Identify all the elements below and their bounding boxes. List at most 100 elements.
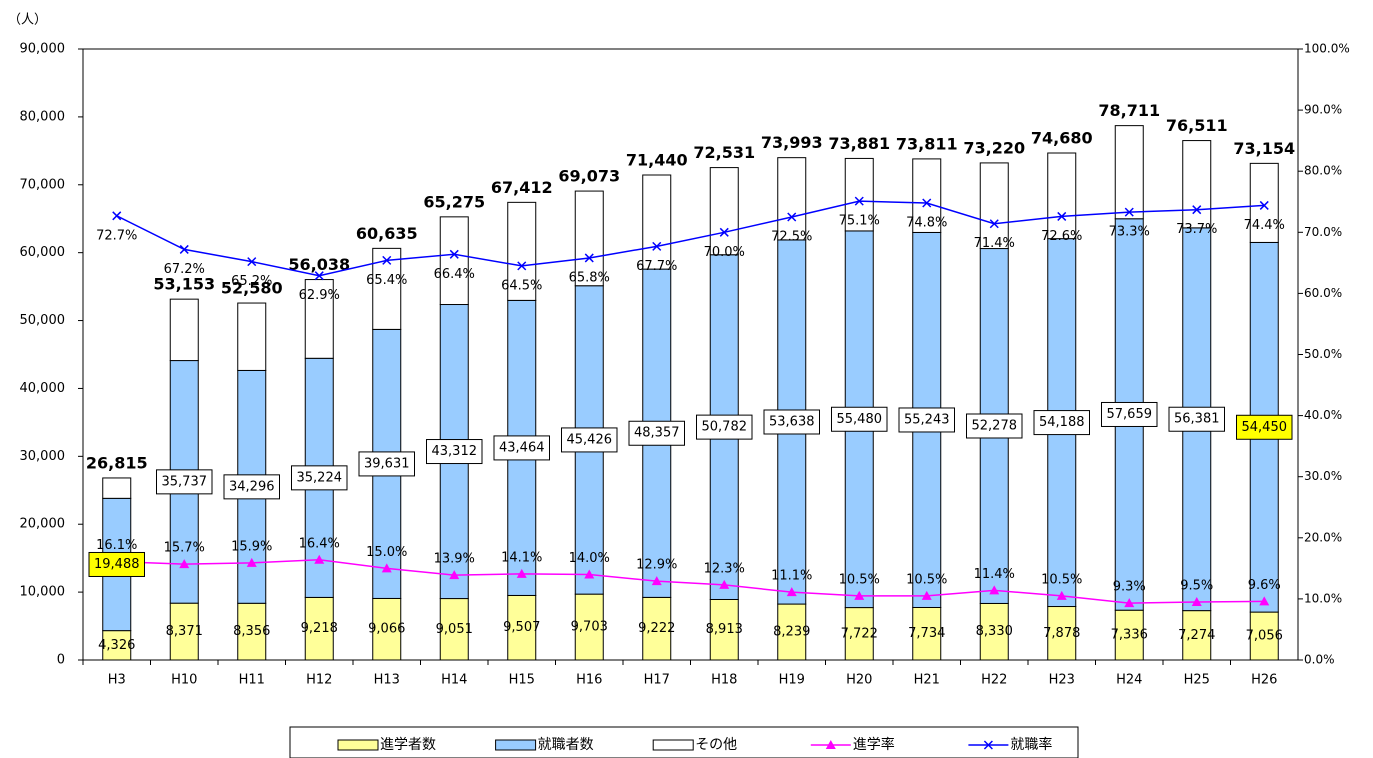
- data-label: 52,278: [972, 418, 1018, 433]
- data-label: 39,631: [364, 456, 410, 471]
- marker: [719, 579, 730, 589]
- x-tick-label: H22: [981, 673, 1007, 688]
- y-tick-label: 10,000: [20, 585, 66, 600]
- bar-segment: [1114, 609, 1144, 661]
- y-tick-label: 20,000: [20, 517, 66, 532]
- y2-tick-label: 70.0%: [1304, 225, 1342, 239]
- data-label: 73.7%: [1176, 222, 1217, 237]
- marker: [922, 198, 932, 208]
- marker: [449, 249, 459, 259]
- marker: [1124, 207, 1134, 217]
- data-label: 7,734: [908, 626, 945, 641]
- data-label: 72.5%: [771, 230, 812, 245]
- data-label: 11.1%: [771, 569, 812, 584]
- data-label: 9,051: [436, 622, 473, 637]
- data-label: 7,722: [841, 626, 878, 641]
- x-tick-label: H16: [576, 673, 602, 688]
- data-label: 7,878: [1043, 626, 1080, 641]
- data-label: 16.1%: [96, 538, 137, 553]
- bar-segment: [1114, 125, 1144, 220]
- marker: [246, 557, 257, 567]
- bar-segment: [844, 607, 874, 661]
- total-label: 73,993: [761, 133, 823, 152]
- data-label: 10.5%: [839, 572, 880, 587]
- y-tick-label: 30,000: [20, 449, 66, 464]
- marker: [314, 554, 325, 564]
- y-tick-label: 50,000: [20, 313, 66, 328]
- data-label: 11.4%: [974, 567, 1015, 582]
- data-label-box: [88, 551, 145, 577]
- y2-tick-label: 30.0%: [1304, 469, 1342, 483]
- y-tick-label: 80,000: [20, 109, 66, 124]
- data-label: 65.2%: [231, 274, 272, 289]
- data-label: 64.5%: [501, 278, 542, 293]
- bar-segment: [1249, 611, 1279, 661]
- data-label: 45,426: [567, 432, 613, 447]
- marker: [786, 587, 797, 597]
- data-label: 14.0%: [569, 551, 610, 566]
- marker: [584, 253, 594, 263]
- bar-segment: [1182, 610, 1212, 661]
- y-tick-label: 40,000: [20, 381, 66, 396]
- data-label: 9,066: [368, 622, 405, 637]
- y2-tick-label: 10.0%: [1304, 591, 1342, 605]
- data-label: 16.4%: [299, 536, 340, 551]
- bar-segment: [979, 162, 1009, 250]
- y2-tick-label: 80.0%: [1304, 164, 1342, 178]
- total-label: 53,153: [153, 275, 215, 294]
- legend-swatch: [337, 739, 379, 751]
- data-label: 65.4%: [366, 273, 407, 288]
- data-label: 9,222: [638, 621, 675, 636]
- data-label: 4,326: [98, 638, 135, 653]
- data-label: 53,638: [769, 414, 815, 429]
- data-label-box: [1168, 406, 1225, 432]
- y2-tick-label: 20.0%: [1304, 530, 1342, 544]
- x-tick-label: H21: [914, 673, 940, 688]
- data-label: 67.2%: [164, 262, 205, 277]
- data-label: 71.4%: [974, 236, 1015, 251]
- legend-label: 進学者数: [380, 737, 436, 753]
- x-tick-label: H15: [509, 673, 535, 688]
- x-tick-label: H26: [1251, 673, 1277, 688]
- bar-segment: [777, 157, 807, 241]
- data-label: 9,703: [571, 620, 608, 635]
- marker: [787, 212, 797, 222]
- data-label: 55,243: [904, 412, 950, 427]
- bar-segment: [169, 298, 199, 362]
- data-label-box: [223, 474, 280, 500]
- marker: [989, 585, 1000, 595]
- marker: [854, 590, 865, 600]
- bar-segment: [102, 630, 132, 661]
- bar-segment: [439, 598, 469, 661]
- marker: [314, 271, 324, 281]
- legend-marker: [825, 740, 836, 749]
- y2-tick-label: 0.0%: [1304, 653, 1335, 667]
- data-label-box: [291, 465, 348, 491]
- total-label: 71,440: [626, 151, 688, 170]
- bar-segment: [1249, 162, 1279, 243]
- x-tick-label: H23: [1049, 673, 1075, 688]
- data-label: 56,381: [1174, 412, 1220, 427]
- data-label: 7,274: [1178, 628, 1215, 643]
- data-label: 75.1%: [839, 214, 880, 229]
- marker: [112, 211, 122, 221]
- total-label: 74,680: [1031, 129, 1093, 148]
- total-label: 67,412: [491, 178, 553, 197]
- y-tick-label: 90,000: [20, 42, 66, 57]
- total-label: 73,881: [828, 134, 890, 153]
- total-label: 73,220: [963, 138, 1025, 157]
- legend-label: 進学率: [853, 736, 895, 753]
- x-tick-label: H12: [306, 673, 332, 688]
- total-label: 56,038: [288, 255, 350, 274]
- x-tick-label: H11: [239, 673, 265, 688]
- x-tick-label: H19: [779, 673, 805, 688]
- total-label: 73,154: [1233, 139, 1295, 158]
- data-label: 8,913: [706, 622, 743, 637]
- data-label-box: [696, 414, 753, 440]
- data-label: 55,480: [837, 412, 883, 427]
- data-label: 12.9%: [636, 558, 677, 573]
- marker: [449, 570, 460, 580]
- data-label: 50,782: [702, 420, 748, 435]
- data-label: 15.0%: [366, 545, 407, 560]
